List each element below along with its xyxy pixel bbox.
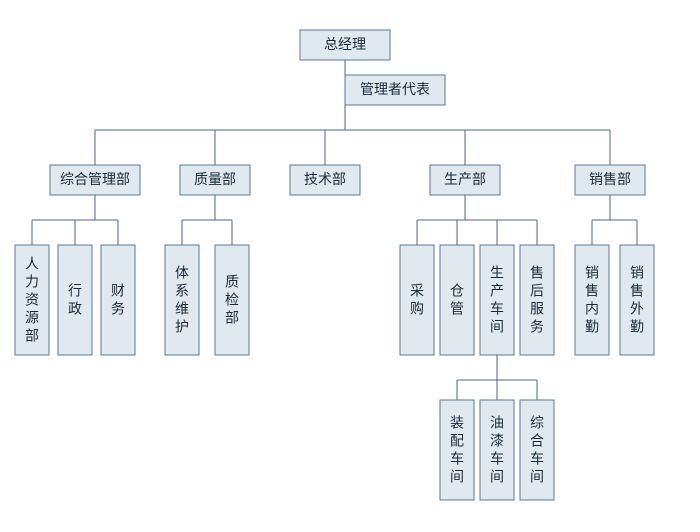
org-chart: 总经理管理者代表综合管理部 质量部 技术部 生产部 销售部人力资源部 行政财务体系维护质检…	[0, 0, 700, 532]
node-cj_zp: 装配车间	[440, 400, 474, 500]
node-sc_sccj: 生产车间	[480, 245, 514, 355]
node-zh_xz: 行政	[58, 245, 92, 355]
node-dept_js: 技术部	[290, 165, 360, 195]
node-sc_sh: 售后服务	[520, 245, 554, 355]
node-label: 技术部	[304, 172, 346, 188]
node-label: 总经理	[324, 37, 366, 53]
node-root: 总经理	[300, 30, 390, 60]
node-dept_zh: 综合管理部	[50, 165, 140, 195]
node-sc_cg: 采购	[400, 245, 434, 355]
node-sc_cang: 仓管	[440, 245, 474, 355]
node-label: 生产部	[444, 172, 486, 188]
node-dept_xs: 销售部	[575, 165, 645, 195]
node-xs_nq: 销售内勤	[575, 245, 609, 355]
node-dept_sc: 生产部	[430, 165, 500, 195]
node-label: 综合管理部	[60, 172, 130, 188]
node-label: 质量部	[194, 172, 236, 188]
node-label: 管理者代表	[360, 82, 430, 98]
node-label: 销售部	[589, 172, 631, 188]
node-zh_cw: 财务	[101, 245, 135, 355]
node-zh_hr: 人力资源部	[15, 245, 49, 355]
node-dept_zl: 质量部	[180, 165, 250, 195]
node-mgrrep: 管理者代表	[345, 75, 445, 105]
node-xs_wq: 销售外勤	[620, 245, 654, 355]
node-zl_qj: 质检部	[215, 245, 249, 355]
node-cj_yq: 油漆车间	[480, 400, 514, 500]
node-label: 质检部	[225, 275, 239, 327]
node-zl_tx: 体系维护	[165, 245, 199, 355]
node-cj_zh: 综合车间	[520, 400, 554, 500]
node-label: 人力资源部	[25, 257, 39, 345]
